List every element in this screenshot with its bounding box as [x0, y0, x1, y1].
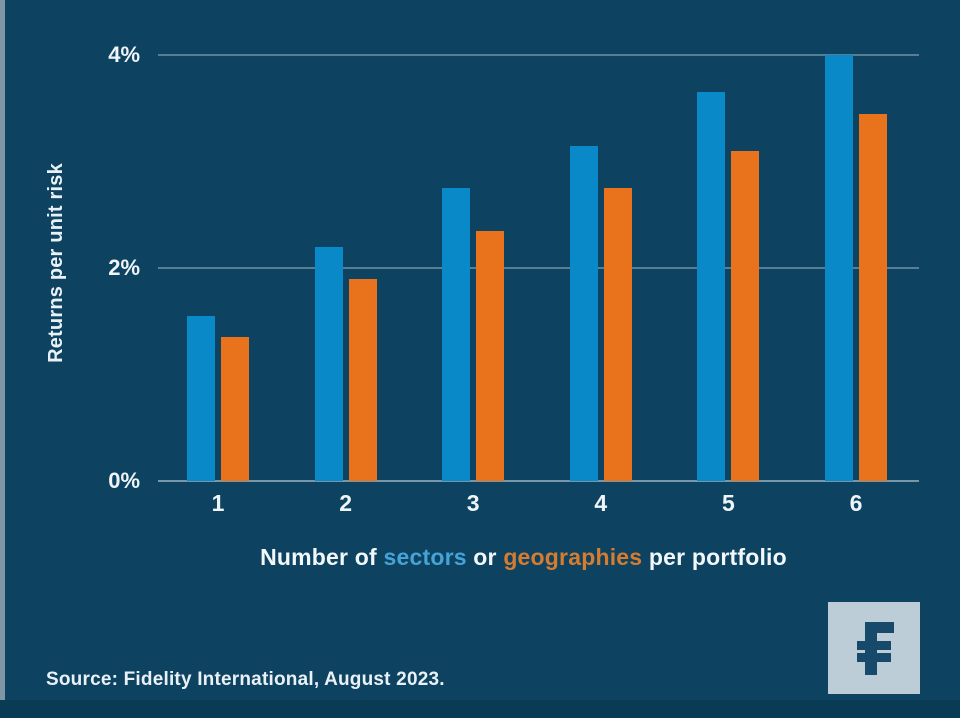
bar-geographies-2: [348, 279, 377, 481]
x-tick-label-3: 3: [466, 490, 480, 516]
bar-sectors-4: [569, 146, 598, 481]
bar-group-4: [569, 55, 632, 481]
bar-group-6: [825, 55, 887, 481]
x-axis-title-part-1: sectors: [383, 544, 467, 570]
bar-group-3: [442, 55, 505, 481]
bar-group-5: [697, 55, 760, 481]
bar-sectors-1: [187, 316, 215, 481]
y-tick-label-2%: 2%: [108, 255, 140, 280]
gridline-4%: [158, 54, 919, 56]
bar-sectors-3: [442, 188, 471, 481]
x-axis-title-part-2: or: [466, 544, 504, 570]
gridline-2%: [158, 267, 919, 269]
fidelity-logo-icon: [828, 602, 920, 694]
y-tick-label-4%: 4%: [108, 42, 140, 67]
x-axis-title-part-4: per portfolio: [642, 544, 787, 570]
x-tick-label-6: 6: [849, 490, 863, 516]
bar-sectors-2: [314, 247, 343, 481]
left-edge-strip: [0, 0, 5, 718]
bar-sectors-6: [825, 55, 853, 481]
bar-geographies-4: [603, 188, 632, 481]
gridline-0%: [158, 480, 919, 482]
x-tick-label-4: 4: [594, 490, 608, 516]
bar-geographies-6: [859, 114, 887, 481]
bar-group-1: [187, 55, 249, 481]
bar-geographies-5: [731, 151, 760, 481]
bar-geographies-1: [221, 337, 249, 481]
x-axis-title-part-3: geographies: [503, 544, 643, 570]
x-axis-title: Number of sectors or geographies per por…: [143, 544, 904, 571]
y-tick-label-0%: 0%: [108, 468, 140, 493]
bottom-band: [0, 700, 960, 718]
x-tick-label-5: 5: [721, 490, 735, 516]
plot-area: 1 2 3 4 5 6: [158, 54, 919, 516]
bar-sectors-5: [697, 92, 726, 481]
y-axis-title: Returns per unit risk: [45, 163, 67, 363]
x-axis-title-part-0: Number of: [260, 544, 384, 570]
bar-geographies-3: [476, 231, 505, 481]
x-tick-label-1: 1: [211, 490, 225, 516]
x-tick-label-2: 2: [339, 490, 352, 516]
source-text: Source: Fidelity International, August 2…: [46, 669, 445, 690]
bar-group-2: [314, 55, 377, 481]
